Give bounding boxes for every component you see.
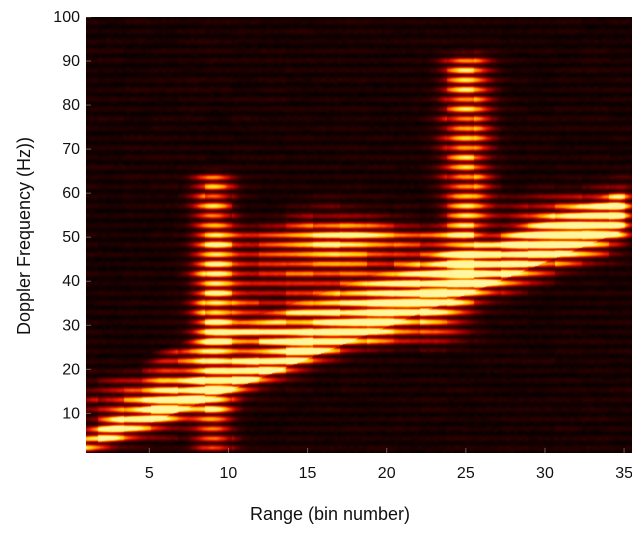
x-tick-label: 15 xyxy=(299,465,317,482)
heatmap-image-container xyxy=(86,17,632,453)
y-tick-label: 50 xyxy=(62,229,80,246)
heatmap-image xyxy=(86,17,632,453)
x-tick-label: 35 xyxy=(615,465,632,482)
x-tick-label: 20 xyxy=(378,465,396,482)
y-tick-label: 90 xyxy=(62,53,80,70)
y-tick-label: 60 xyxy=(62,185,80,202)
x-tick-label: 10 xyxy=(220,465,238,482)
y-axis-ticks: 10 20 30 40 50 60 70 80 90 100 xyxy=(53,9,91,422)
x-tick-label: 25 xyxy=(457,465,475,482)
y-tick-label: 10 xyxy=(62,405,80,422)
x-tick-label: 5 xyxy=(145,465,154,482)
y-tick-label: 70 xyxy=(62,141,80,158)
y-tick-label: 30 xyxy=(62,317,80,334)
y-tick-label: 100 xyxy=(53,9,80,26)
y-tick-label: 80 xyxy=(62,97,80,114)
x-axis-ticks: 5 10 15 20 25 30 35 xyxy=(145,448,632,482)
y-tick-label: 20 xyxy=(62,361,80,378)
x-axis-label: Range (bin number) xyxy=(250,504,410,524)
y-axis-label: Doppler Frequency (Hz)) xyxy=(14,137,34,335)
x-tick-label: 30 xyxy=(536,465,554,482)
y-tick-label: 40 xyxy=(62,273,80,290)
